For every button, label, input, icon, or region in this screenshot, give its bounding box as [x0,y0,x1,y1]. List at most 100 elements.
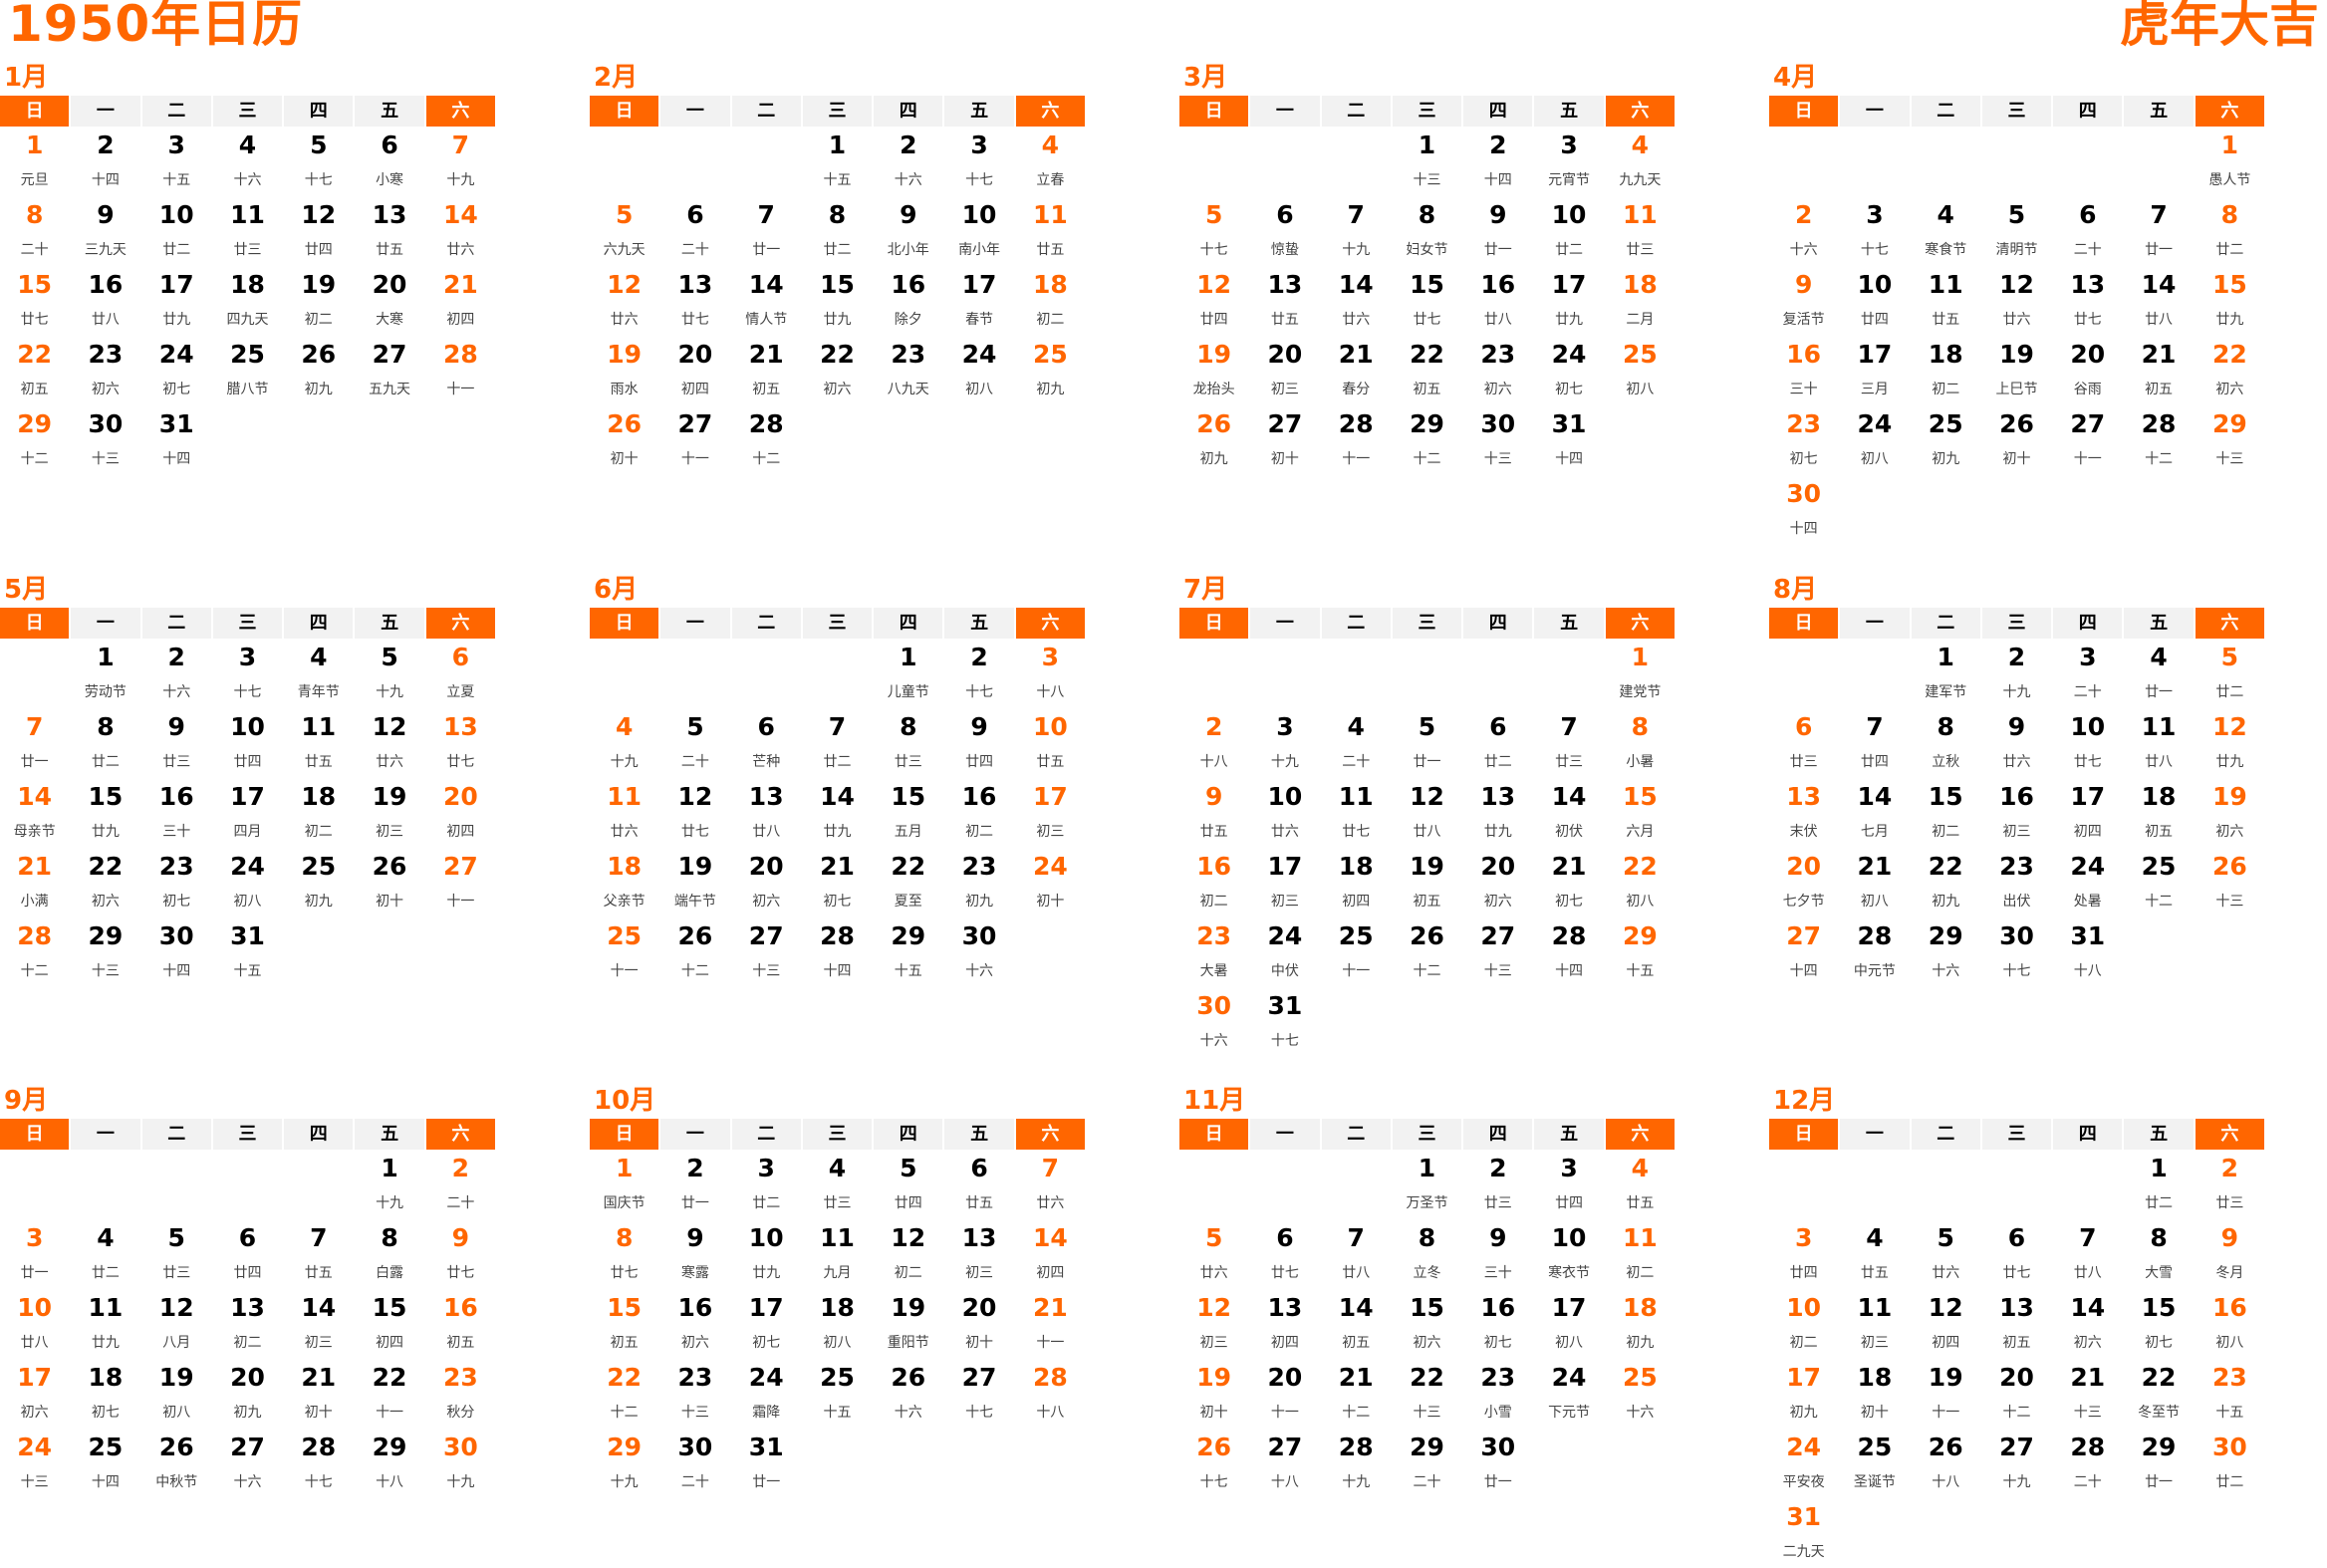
lunar-date: 初十 [1270,451,1299,467]
day-cell: 31 十五 [213,917,282,987]
day-number: 2 [686,1154,704,1182]
day-number: 1 [97,643,115,671]
day-number: 17 [17,1363,53,1392]
lunar-date: 十七 [304,1474,333,1490]
day-number: 24 [1551,340,1587,369]
day-cell: 19 初六 [2196,778,2264,848]
lunar-date: 十八 [1036,1405,1065,1421]
day-number: 15 [1410,1293,1444,1322]
day-cell: 2 十四 [1463,127,1532,196]
weekday-cell: 三 [1392,608,1462,639]
lunar-date: 廿三 [233,242,262,258]
weekday-cell: 五 [355,608,424,639]
month-label: 7月 [1183,575,1228,605]
lunar-date: 初七 [1789,451,1818,467]
day-number: 2 [451,1154,470,1182]
day-cell: 15 五月 [874,778,942,848]
day-number: 1 [1418,131,1436,159]
day-cell: 18 初二 [1016,266,1085,336]
day-cell: 15 初七 [2124,1289,2193,1359]
day-number: 16 [1786,340,1822,369]
lunar-date: 寒衣节 [1548,1265,1591,1281]
day-number: 27 [1999,1433,2034,1461]
day-number: 5 [2220,643,2239,671]
weekday-cell: 三 [212,1119,283,1150]
day-number: 29 [1622,921,1658,950]
day-cell: 12 廿七 [660,778,729,848]
month-block: 5月日一二三四五六 1 劳动节 2 十六 3 十七 4 青年节 5 十九 6 立夏 7 廿一 8 廿二 9 廿三 10… [0,572,495,987]
lunar-date: 十八 [1036,684,1065,700]
day-cell: 16 初八 [2196,1289,2264,1359]
day-number: 9 [1489,1223,1507,1252]
day-cell: 22 十一 [355,1359,423,1429]
lunar-date: 初九 [1199,451,1228,467]
empty-cell [732,127,801,196]
day-number: 29 [88,921,124,950]
day-cell: 2 十四 [71,127,139,196]
lunar-date: 雨水 [610,382,639,397]
day-cell: 29 十三 [71,917,139,987]
day-number: 23 [1196,921,1232,950]
lunar-date: 龙抬头 [1192,382,1235,397]
lunar-date: 初四 [680,382,709,397]
day-cell: 8 二十 [0,196,69,266]
day-cell: 24 初八 [944,336,1013,405]
day-cell: 22 初六 [71,848,139,917]
day-number: 30 [2211,1433,2247,1461]
day-cell: 1 儿童节 [874,639,942,708]
day-number: 12 [1196,1293,1232,1322]
day-cell: 27 十一 [660,405,729,475]
day-cell: 18 初二 [284,778,353,848]
lunar-date: 十三 [680,1405,709,1421]
day-cell: 20 初九 [213,1359,282,1429]
day-cell: 9 北小年 [874,196,942,266]
day-cell: 12 廿六 [1982,266,2051,336]
weekday-cell: 四 [874,96,943,127]
lunar-date: 十四 [1483,172,1512,188]
day-number: 29 [1410,409,1444,438]
lunar-date: 初五 [752,382,781,397]
day-number: 17 [1551,1293,1587,1322]
day-number: 14 [442,200,478,229]
day-cell: 4 寒食节 [1912,196,1980,266]
day-number: 14 [1551,782,1587,811]
day-number: 8 [615,1223,634,1252]
day-number: 9 [1489,200,1507,229]
day-cell: 6 廿五 [944,1150,1013,1219]
lunar-date: 十四 [1555,451,1584,467]
weekday-cell: 五 [355,96,424,127]
lunar-date: 十二 [2145,894,2174,910]
lunar-date: 廿八 [1413,824,1441,840]
day-cell: 24 下元节 [1534,1359,1603,1429]
lunar-date: 廿三 [823,1195,852,1211]
day-cell: 12 初四 [1912,1289,1980,1359]
lunar-date: 十七 [2002,963,2031,979]
lunar-date: 北小年 [887,242,929,258]
day-number: 20 [1999,1363,2034,1392]
weekday-cell: 日 [590,96,659,127]
day-number: 26 [372,852,407,881]
day-number: 30 [1196,991,1232,1020]
lunar-date: 廿九 [823,824,852,840]
day-number: 2 [970,643,988,671]
day-cell: 10 廿二 [1534,196,1603,266]
day-cell: 30 十三 [71,405,139,475]
day-number: 6 [970,1154,988,1182]
day-number: 5 [1937,1223,1954,1252]
day-number: 13 [2070,270,2106,299]
day-number: 2 [1489,1154,1507,1182]
lunar-date: 初六 [1413,1335,1441,1351]
day-cell: 28 十二 [732,405,801,475]
lunar-date: 十一 [610,963,639,979]
day-number: 9 [2220,1223,2239,1252]
day-number: 28 [1857,921,1893,950]
day-number: 14 [17,782,53,811]
day-number: 24 [230,852,265,881]
day-number: 6 [1489,712,1507,741]
lunar-date: 初六 [823,382,852,397]
day-cell: 21 初七 [803,848,872,917]
empty-cell [1322,639,1391,708]
month-label: 3月 [1183,63,1228,93]
day-number: 4 [1041,131,1060,159]
lunar-date: 廿二 [91,1265,120,1281]
